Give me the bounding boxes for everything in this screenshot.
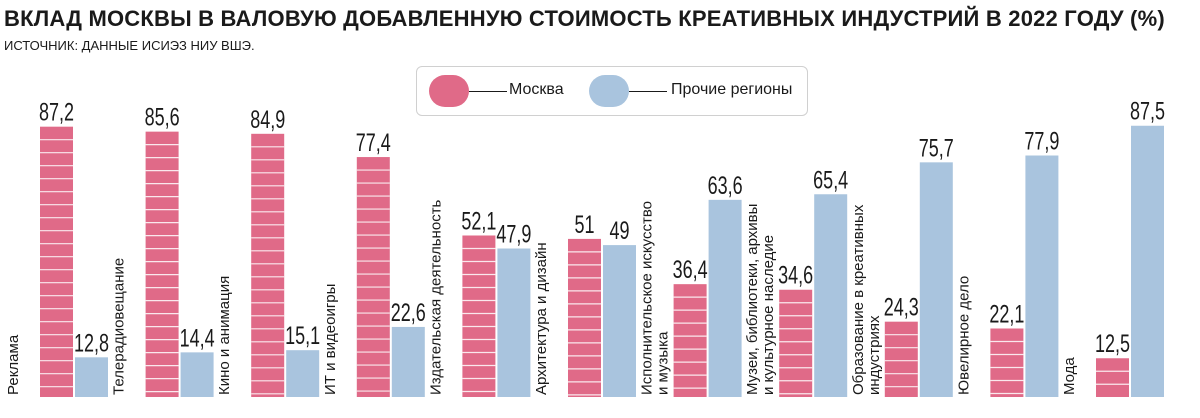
bar-moscow xyxy=(356,157,390,397)
value-label-moscow: 51 xyxy=(574,210,594,239)
value-label-moscow: 36,4 xyxy=(673,255,708,284)
bar-moscow xyxy=(145,131,179,397)
bar-moscow xyxy=(884,321,918,397)
value-label-moscow: 85,6 xyxy=(145,103,180,132)
bar-moscow-stripes xyxy=(568,251,601,396)
bar-regions xyxy=(75,357,108,397)
value-label-regions: 63,6 xyxy=(708,171,743,200)
bar-moscow-stripes xyxy=(356,169,390,392)
category-label-line: и культурное наследие xyxy=(760,235,777,395)
bar-moscow xyxy=(40,126,73,398)
bar-moscow-stripes xyxy=(673,296,707,389)
value-label-regions: 87,5 xyxy=(1130,97,1165,126)
value-label-regions: 75,7 xyxy=(919,133,954,162)
chart-source: ИСТОЧНИК: ДАННЫЕ ИСИЭЗ НИУ ВШЭ. xyxy=(4,38,255,53)
category-label: Реклама xyxy=(5,334,22,395)
bar-regions xyxy=(391,326,425,397)
bar-regions xyxy=(1131,125,1164,397)
bar-regions xyxy=(603,245,636,397)
value-label-moscow: 12,5 xyxy=(1095,329,1130,358)
category-label-line: Реклама xyxy=(5,334,22,395)
category-label-line: Образование в креативных xyxy=(850,204,867,395)
value-label-regions: 12,8 xyxy=(74,328,109,357)
value-label-moscow: 24,3 xyxy=(884,293,919,322)
legend: Москва Прочие регионы xyxy=(416,66,808,116)
chart-title: ВКЛАД МОСКВЫ В ВАЛОВУЮ ДОБАВЛЕННУЮ СТОИМ… xyxy=(4,6,1165,31)
category-label-line: Издательская деятельность xyxy=(427,199,444,395)
bar-moscow xyxy=(251,133,285,397)
bar-moscow-stripes xyxy=(1096,370,1129,385)
category-label-line: Архитектура и дизайн xyxy=(533,242,550,395)
bar-moscow xyxy=(779,289,813,397)
category-label: Мода xyxy=(1061,357,1078,395)
category-label: Образование в креативныхиндустриях xyxy=(850,204,883,395)
legend-label-regions: Прочие регионы xyxy=(671,81,793,98)
category-label: Музеи, библиотеки, архивыи культурное на… xyxy=(744,204,777,395)
legend-line-moscow xyxy=(469,91,507,92)
bar-regions xyxy=(180,352,214,397)
bar-regions xyxy=(708,199,742,397)
category-label-line: ИТ и видеоигры xyxy=(322,284,339,395)
category-label-line: Исполнительское искусство xyxy=(639,201,656,395)
value-label-moscow: 52,1 xyxy=(461,207,496,236)
bar-moscow xyxy=(990,328,1024,397)
bar-regions xyxy=(497,248,531,397)
value-label-regions: 47,9 xyxy=(496,220,531,249)
category-label-line: Ювелирное дело xyxy=(955,276,972,395)
bar-regions xyxy=(286,350,320,397)
bar-moscow xyxy=(568,238,601,397)
value-label-regions: 22,6 xyxy=(391,298,426,327)
bar-moscow xyxy=(462,235,496,397)
category-label-line: Телерадиовещание xyxy=(111,258,128,395)
legend-label-moscow: Москва xyxy=(509,81,564,98)
bar-regions xyxy=(919,162,953,397)
bar-moscow-stripes xyxy=(145,144,179,393)
legend-line-regions xyxy=(629,91,667,92)
category-label: Издательская деятельность xyxy=(427,199,444,395)
value-label-moscow: 84,9 xyxy=(250,105,285,134)
category-label: Архитектура и дизайн xyxy=(533,242,550,395)
category-label: Кино и анимация xyxy=(216,276,233,395)
bar-moscow-stripes xyxy=(462,247,496,393)
category-label: Ювелирное дело xyxy=(955,276,972,395)
value-label-regions: 77,9 xyxy=(1024,127,1059,156)
bar-moscow xyxy=(1096,358,1129,397)
value-label-regions: 65,4 xyxy=(813,165,848,194)
category-label-line: Музеи, библиотеки, архивы xyxy=(744,204,761,395)
legend-swatch-moscow xyxy=(429,75,469,107)
category-label-line: Мода xyxy=(1061,357,1078,395)
category-label: Телерадиовещание xyxy=(111,258,128,395)
category-label: ИТ и видеоигры xyxy=(322,284,339,395)
value-label-regions: 14,4 xyxy=(180,323,215,352)
value-label-regions: 15,1 xyxy=(285,321,320,350)
bar-moscow-stripes xyxy=(40,139,73,388)
value-label-moscow: 87,2 xyxy=(39,98,74,127)
value-label-regions: 49 xyxy=(609,216,629,245)
bar-moscow-stripes xyxy=(884,334,918,388)
category-label: Исполнительское искусствои музыка xyxy=(639,201,672,395)
bar-moscow-stripes xyxy=(990,340,1024,395)
legend-swatch-regions xyxy=(589,75,629,107)
category-label-line: Кино и анимация xyxy=(216,276,233,395)
bar-moscow xyxy=(673,284,707,397)
bar-regions xyxy=(1025,155,1059,397)
bar-moscow-stripes xyxy=(251,146,285,395)
value-label-moscow: 22,1 xyxy=(989,300,1024,329)
value-label-moscow: 77,4 xyxy=(356,128,391,157)
value-label-moscow: 34,6 xyxy=(778,261,813,290)
category-label-line: и музыка xyxy=(655,331,672,395)
bar-regions xyxy=(814,194,848,397)
bar-moscow-stripes xyxy=(779,302,813,395)
category-label-line: индустриях xyxy=(866,315,883,395)
